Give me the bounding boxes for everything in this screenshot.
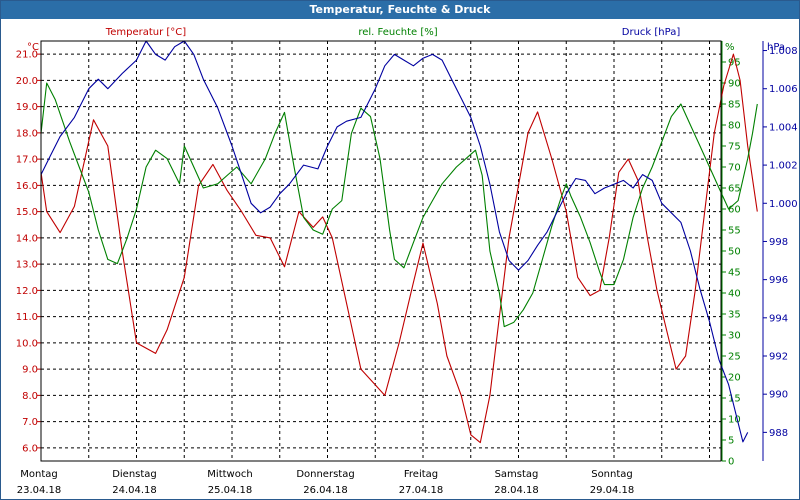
series-lines [40, 40, 758, 444]
window-title: Temperatur, Feuchte & Druck [1, 1, 799, 19]
humidity-tick-label: 30 [728, 331, 741, 342]
x-tick-date: 25.04.18 [208, 485, 253, 496]
humidity-tick-label: 45 [728, 268, 741, 279]
left-tick-label: 13.0 [16, 260, 38, 271]
left-tick-label: 15.0 [16, 207, 38, 218]
x-tick-day: Dienstag [112, 469, 157, 480]
humidity-tick-label: 75 [728, 142, 741, 153]
humidity-tick-label: 70 [728, 163, 741, 174]
left-tick-label: 18.0 [16, 128, 38, 139]
x-tick-date: 29.04.18 [590, 485, 635, 496]
humidity-tick-label: 0 [728, 457, 734, 468]
humidity-tick-label: 95 [728, 58, 741, 69]
humidity-tick-label: 85 [728, 100, 741, 111]
pressure-axis: 988 990 992 994 996 998 1.000 1.002 1.004 1.006 1.… [762, 41, 798, 461]
temperature-line [40, 53, 758, 444]
pressure-tick-label: 990 [769, 390, 788, 401]
left-tick-label: 14.0 [16, 233, 38, 244]
left-tick-label: 10.0 [16, 338, 38, 349]
x-tick-date: 28.04.18 [494, 485, 539, 496]
left-tick-label: 16.0 [16, 181, 38, 192]
humidity-tick-label: 65 [728, 184, 741, 195]
humidity-tick-label: 25 [728, 352, 741, 363]
grid [41, 41, 721, 461]
humidity-tick-label: 90 [728, 79, 741, 90]
humidity-tick-label: 80 [728, 121, 741, 132]
humidity-tick-label: 20 [728, 373, 741, 384]
pressure-tick-label: 1.004 [769, 122, 798, 133]
plot-area-border [40, 40, 722, 462]
left-tick-label: 12.0 [16, 286, 38, 297]
pressure-tick-label: 988 [769, 428, 788, 439]
pressure-tick-label: 994 [769, 313, 788, 324]
humidity-tick-label: 35 [728, 310, 741, 321]
left-tick-label: 20.0 [16, 76, 38, 87]
pressure-tick-label: 1.008 [769, 46, 798, 57]
x-tick-date: 24.04.18 [112, 485, 157, 496]
x-tick-day: Montag [20, 469, 57, 480]
left-tick-label: 11.0 [16, 312, 38, 323]
humidity-tick-label: 5 [728, 436, 734, 447]
x-tick-date: 27.04.18 [399, 485, 444, 496]
legend-humidity: rel. Feuchte [%] [358, 27, 437, 38]
left-tick-label: 9.0 [22, 365, 38, 376]
pressure-tick-label: 998 [769, 237, 788, 248]
humidity-tick-label: 50 [728, 247, 741, 258]
left-tick-label: 8.0 [22, 391, 38, 402]
left-tick-label: 7.0 [22, 417, 38, 428]
x-tick-day: Freitag [404, 469, 438, 480]
left-axis-unit: °C [27, 42, 39, 53]
humidity-tick-label: 10 [728, 415, 741, 426]
humidity-tick-label: 15 [728, 394, 741, 405]
humidity-tick-label: 40 [728, 289, 741, 300]
x-tick-date: 26.04.18 [303, 485, 348, 496]
left-axis: 6.0 7.0 8.0 9.0 10.0 11.0 12.0 13.0 14.0 15.0 16.0… [16, 50, 41, 454]
x-tick-day: Mittwoch [207, 469, 252, 480]
x-tick-date: 23.04.18 [17, 485, 62, 496]
x-tick-day: Donnerstag [296, 469, 354, 480]
right-axis-unit-humidity: % [725, 42, 735, 53]
left-tick-label: 21.0 [16, 50, 38, 61]
pressure-tick-label: 992 [769, 352, 788, 363]
x-axis: Montag 23.04.18 Dienstag 24.04.18 Mittwoch 25… [17, 469, 635, 496]
legend-temperature: Temperatur [°C] [105, 27, 186, 38]
left-tick-label: 19.0 [16, 102, 38, 113]
pressure-tick-label: 1.006 [769, 84, 798, 95]
x-tick-day: Samstag [495, 469, 539, 480]
humidity-tick-label: 55 [728, 226, 741, 237]
x-tick-day: Sonntag [591, 469, 633, 480]
humidity-tick-label: 60 [728, 205, 741, 216]
pressure-line [40, 40, 749, 443]
left-tick-label: 6.0 [22, 443, 38, 454]
humidity-axis: 0 5 10 15 20 25 30 35 40 45 50 55 60 65 70 75 80 85 90 95 [721, 41, 741, 468]
right-axis-unit-pressure: hPa [767, 42, 785, 53]
humidity-line [40, 82, 758, 328]
pressure-tick-label: 1.002 [769, 161, 798, 172]
pressure-tick-label: 996 [769, 275, 788, 286]
left-tick-label: 17.0 [16, 155, 38, 166]
pressure-tick-label: 1.000 [769, 199, 798, 210]
legend-pressure: Druck [hPa] [622, 27, 681, 38]
